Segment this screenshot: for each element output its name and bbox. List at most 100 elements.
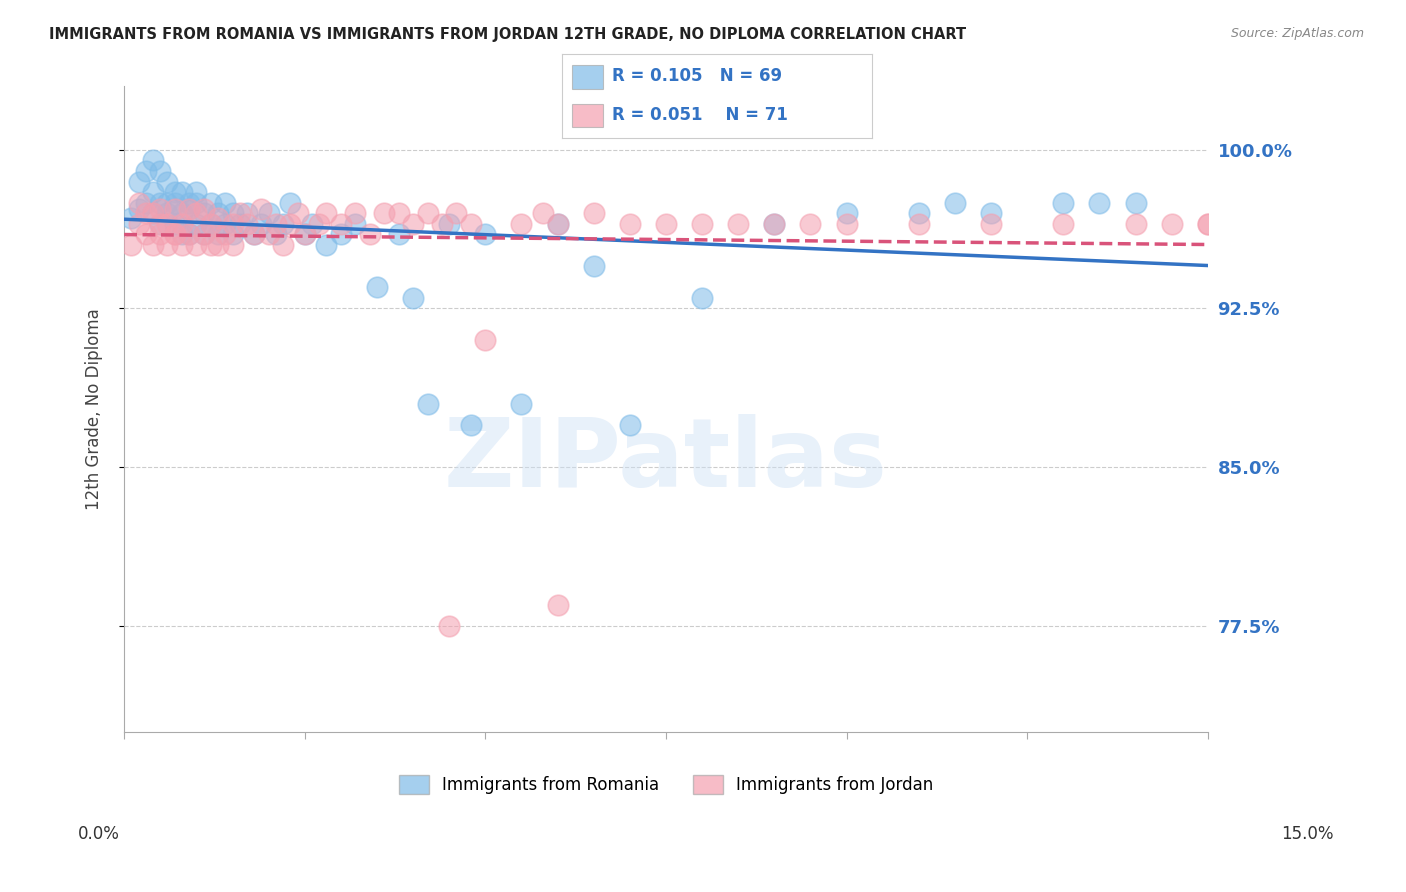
Point	[763, 217, 786, 231]
Point	[690, 217, 713, 231]
Point	[344, 206, 367, 220]
Text: 15.0%: 15.0%	[1281, 825, 1334, 843]
Legend: Immigrants from Romania, Immigrants from Jordan: Immigrants from Romania, Immigrants from…	[392, 768, 939, 801]
Point	[1160, 217, 1182, 231]
Point	[510, 397, 533, 411]
Point	[207, 227, 229, 242]
Point	[315, 238, 337, 252]
Point	[402, 217, 425, 231]
Point	[430, 217, 453, 231]
Point	[221, 238, 243, 252]
Point	[193, 227, 215, 242]
Point	[510, 217, 533, 231]
Point	[193, 227, 215, 242]
Point	[221, 206, 243, 220]
Point	[1125, 217, 1147, 231]
Point	[149, 217, 172, 231]
Point	[402, 291, 425, 305]
Point	[170, 185, 193, 199]
Point	[186, 238, 208, 252]
Point	[142, 185, 165, 199]
Point	[186, 195, 208, 210]
Point	[149, 227, 172, 242]
Point	[416, 206, 439, 220]
Point	[474, 227, 496, 242]
Point	[460, 217, 482, 231]
Point	[547, 217, 569, 231]
Point	[193, 202, 215, 216]
Point	[179, 202, 201, 216]
Point	[264, 227, 287, 242]
Point	[908, 206, 931, 220]
Point	[980, 206, 1002, 220]
Point	[799, 217, 821, 231]
Point	[373, 206, 395, 220]
Point	[163, 227, 186, 242]
Point	[214, 227, 236, 242]
Point	[142, 206, 165, 220]
Point	[366, 280, 388, 294]
Point	[763, 217, 786, 231]
Point	[179, 202, 201, 216]
Point	[221, 227, 243, 242]
Point	[1052, 217, 1074, 231]
Point	[835, 217, 858, 231]
Text: R = 0.105   N = 69: R = 0.105 N = 69	[612, 68, 782, 86]
Point	[142, 206, 165, 220]
Point	[135, 164, 157, 178]
Text: R = 0.051    N = 71: R = 0.051 N = 71	[612, 105, 787, 123]
Point	[156, 195, 179, 210]
Point	[264, 217, 287, 231]
Point	[207, 238, 229, 252]
Bar	[572, 103, 603, 128]
Point	[271, 217, 294, 231]
Point	[128, 202, 150, 216]
Point	[359, 227, 381, 242]
Point	[170, 206, 193, 220]
Point	[1052, 195, 1074, 210]
Point	[200, 217, 222, 231]
Point	[690, 291, 713, 305]
Point	[120, 211, 142, 225]
Point	[278, 217, 301, 231]
Point	[229, 217, 252, 231]
Point	[179, 227, 201, 242]
Point	[135, 227, 157, 242]
Point	[943, 195, 966, 210]
Point	[416, 397, 439, 411]
Point	[908, 217, 931, 231]
Point	[149, 164, 172, 178]
Point	[655, 217, 678, 231]
Point	[170, 227, 193, 242]
Point	[1197, 217, 1219, 231]
Point	[236, 217, 259, 231]
Point	[200, 217, 222, 231]
Point	[250, 202, 273, 216]
Point	[1125, 195, 1147, 210]
Point	[200, 238, 222, 252]
Point	[547, 217, 569, 231]
Point	[271, 238, 294, 252]
Point	[142, 238, 165, 252]
Point	[1197, 217, 1219, 231]
Point	[531, 206, 554, 220]
Point	[329, 227, 352, 242]
Point	[221, 217, 243, 231]
Point	[135, 206, 157, 220]
Point	[439, 217, 461, 231]
Point	[243, 227, 266, 242]
Point	[250, 217, 273, 231]
Point	[214, 195, 236, 210]
Point	[135, 195, 157, 210]
Point	[329, 217, 352, 231]
Point	[128, 175, 150, 189]
Point	[315, 206, 337, 220]
Point	[619, 217, 641, 231]
Y-axis label: 12th Grade, No Diploma: 12th Grade, No Diploma	[86, 308, 103, 510]
Point	[193, 206, 215, 220]
Bar	[572, 65, 603, 89]
Point	[308, 217, 330, 231]
Point	[287, 206, 309, 220]
Text: ZIPatlas: ZIPatlas	[444, 414, 889, 507]
Point	[163, 217, 186, 231]
